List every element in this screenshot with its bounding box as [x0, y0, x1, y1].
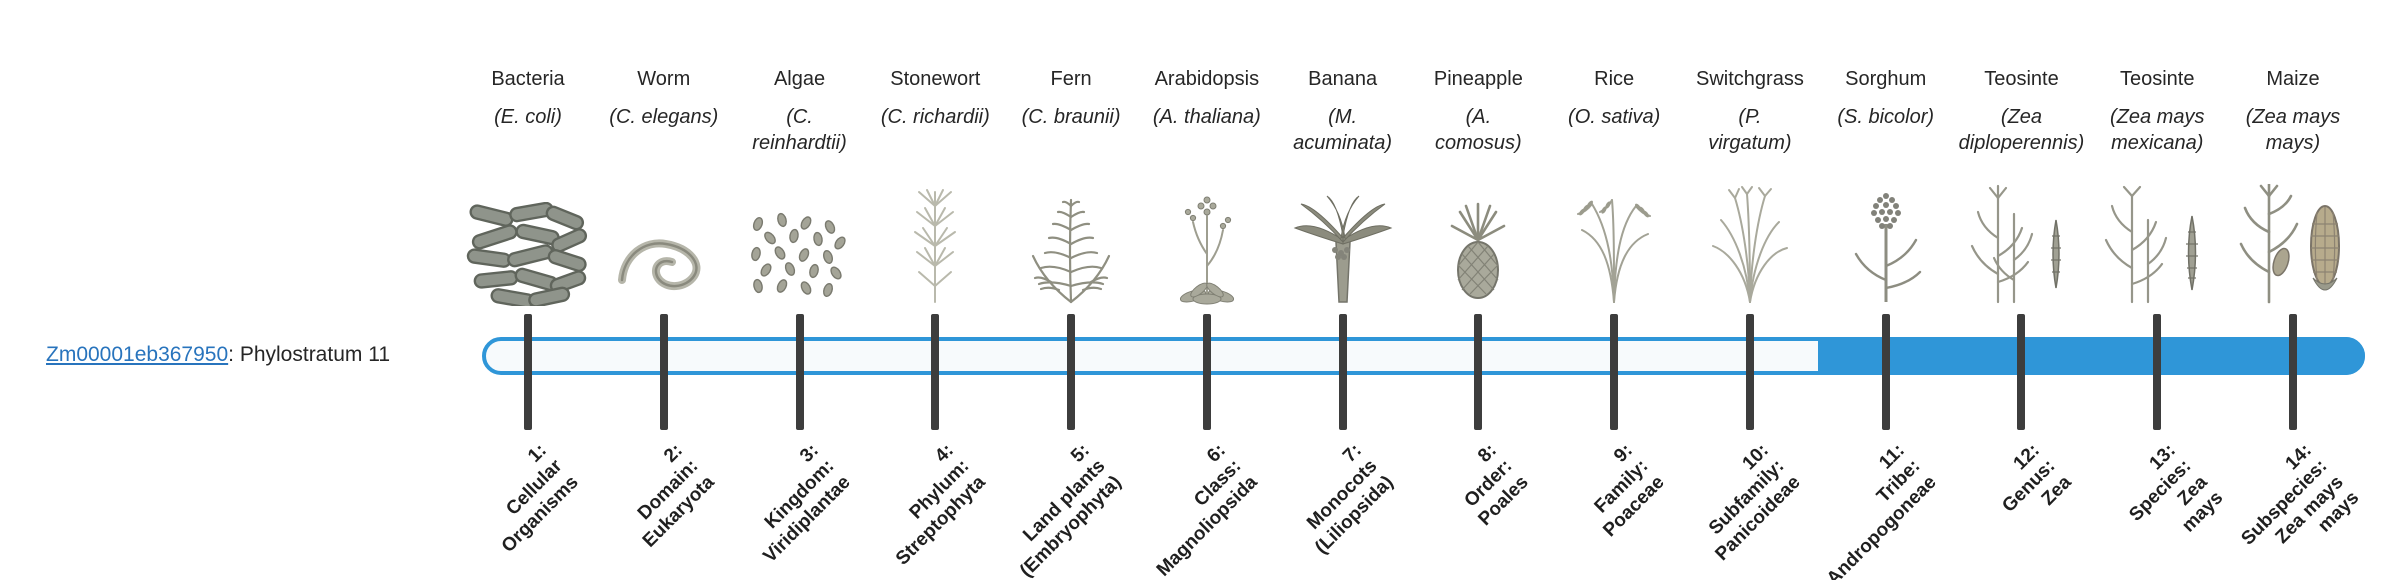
rice-icon [1539, 174, 1689, 306]
organism-common-name: Arabidopsis [1154, 68, 1260, 90]
phylostratum-tick [1745, 314, 1754, 430]
phylostratum-axis-label: 1: Cellular Organisms [359, 440, 583, 580]
worm-icon [589, 174, 739, 306]
scientific-name-line: (S. bicolor) [1837, 106, 1935, 128]
gene-phylostratum-text: : Phylostratum 11 [228, 343, 391, 366]
organism-scientific-name: (O. sativa) [1529, 104, 1699, 130]
scientific-name-line: (Zea [2000, 106, 2043, 128]
organism-common-name: Algae [773, 68, 826, 90]
scientific-name-line: acuminata) [1293, 132, 1393, 154]
organism-scientific-name: (C. elegans) [579, 104, 749, 130]
organism-common-name: Rice [1594, 68, 1635, 90]
phylostratum-tick [1610, 314, 1619, 430]
organism-scientific-name: (A. comosus) [1393, 104, 1563, 156]
phylostratum-tick [1067, 314, 1076, 430]
organism-common-name: Pineapple [1433, 68, 1523, 90]
scientific-name-line: (C. [786, 106, 813, 128]
scientific-name-line: (Zea mays [2245, 106, 2341, 128]
scientific-name-line: reinhardtii) [752, 132, 847, 154]
organism-scientific-name: (A. thaliana) [1122, 104, 1292, 130]
phylostratum-tick [524, 314, 532, 430]
scientific-name-line: (C. richardii) [880, 106, 990, 128]
phylostratum-tick [795, 314, 804, 430]
organism-common-name: Switchgrass [1696, 68, 1804, 90]
organism-scientific-name: (C. richardii) [850, 104, 1020, 130]
organism-scientific-name: (M. acuminata) [1258, 104, 1428, 156]
organism-common-name: Teosinte [2119, 68, 2195, 90]
scientific-name-line: (C. braunii) [1021, 106, 1121, 128]
scientific-name-line: (C. elegans) [609, 106, 719, 128]
bacteria-icon [453, 174, 603, 306]
organism-common-name: Fern [1050, 68, 1092, 90]
organism-common-name: Sorghum [1845, 68, 1927, 90]
phylostratum-tick [1881, 314, 1890, 430]
organism-common-name: Stonewort [890, 68, 981, 90]
phylostratum-tick [1202, 314, 1211, 430]
scientific-name-line: (P. [1738, 106, 1762, 128]
maize-icon [2218, 174, 2368, 306]
fern-icon [996, 174, 1146, 306]
organism-scientific-name: (E. coli) [443, 104, 613, 130]
phylostratum-tick [1338, 314, 1347, 430]
scientific-name-line: (A. [1465, 106, 1492, 128]
banana-icon [1268, 174, 1418, 306]
scientific-name-line: mays) [2265, 132, 2321, 154]
organism-common-name: Bacteria [491, 68, 565, 90]
phylostratum-bar-fill [1817, 337, 2365, 375]
gene-label: Zm00001eb367950: Phylostratum 11 [46, 343, 390, 367]
phylostratum-tick [659, 314, 668, 430]
organism-scientific-name: (Zea diploperennis) [1936, 104, 2106, 156]
organism-scientific-name: (S. bicolor) [1801, 104, 1971, 130]
scientific-name-line: (M. [1328, 106, 1358, 128]
gene-id-link[interactable]: Zm00001eb367950 [46, 343, 229, 366]
phylostratum-tick [2289, 314, 2297, 430]
scientific-name-line: diploperennis) [1958, 132, 2085, 154]
scientific-name-line: virgatum) [1708, 132, 1792, 154]
organism-common-name: Maize [2266, 68, 2320, 90]
organism-common-name: Banana [1308, 68, 1378, 90]
organism-scientific-name: (Zea mays mays) [2208, 104, 2378, 156]
organism-common-name: Teosinte [1984, 68, 2059, 90]
organism-scientific-name: (P. virgatum) [1665, 104, 1835, 156]
algae-icon [725, 174, 875, 306]
phylostratum-tick [1474, 314, 1483, 430]
sorghum-icon [1811, 174, 1961, 306]
organism-scientific-name: (C. reinhardtii) [715, 104, 885, 156]
scientific-name-line: (E. coli) [494, 106, 562, 128]
organism-scientific-name: (C. braunii) [986, 104, 1156, 130]
pineapple-icon [1403, 174, 1553, 306]
scientific-name-line: (O. sativa) [1568, 106, 1661, 128]
teosinte-mexicana-icon [2082, 174, 2232, 306]
arabidopsis-icon [1132, 174, 1282, 306]
scientific-name-line: mexicana) [2111, 132, 2204, 154]
scientific-name-line: (A. thaliana) [1152, 106, 1261, 128]
phylostratum-tick [931, 314, 940, 430]
scientific-name-line: (Zea mays [2110, 106, 2205, 128]
phylostratum-tick [2153, 314, 2162, 430]
stonewort-icon [860, 174, 1010, 306]
teosinte-diploperennis-icon [1946, 174, 2096, 306]
organism-scientific-name: (Zea mays mexicana) [2072, 104, 2242, 156]
switchgrass-icon [1675, 174, 1825, 306]
organism-common-name: Worm [637, 68, 691, 90]
phylostratum-tick [2017, 314, 2026, 430]
scientific-name-line: comosus) [1435, 132, 1522, 154]
